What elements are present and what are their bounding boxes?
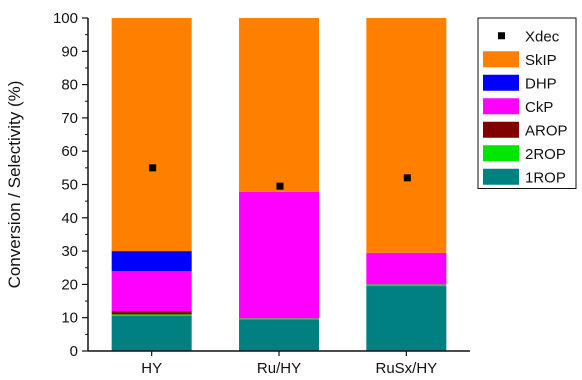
bar-segment-skip-0 <box>111 18 192 252</box>
bar-segment-skip-1 <box>239 18 319 192</box>
bar-segment-arop-0 <box>111 311 192 315</box>
y-tick-label-10: 10 <box>61 310 78 327</box>
y-tick-label-30: 30 <box>61 243 78 260</box>
y-axis-title: Conversion / Selectivity (%) <box>5 81 24 289</box>
x-tick-label-2: RuSx/HY <box>375 360 437 377</box>
y-tick-label-90: 90 <box>61 43 78 60</box>
legend-label-ckp: CkP <box>525 99 553 116</box>
x-tick-label-1: Ru/HY <box>257 360 301 377</box>
y-tick-label-20: 20 <box>61 276 78 293</box>
bar-segment-skip-2 <box>366 18 447 253</box>
legend-label-xdec: Xdec <box>525 28 560 45</box>
legend-swatch-skip <box>483 51 519 68</box>
legend-label-dhp: DHP <box>525 75 557 92</box>
bar-segment-ckp-1 <box>239 191 319 319</box>
legend-swatch-2rop <box>483 145 519 162</box>
axes: 0 10 20 30 40 50 60 70 80 90 100 HY Ru/HY RuSx/HY <box>53 10 470 377</box>
xdec-markers <box>149 164 411 190</box>
bar-segment-1rop-0 <box>111 316 192 351</box>
bar-segment-ckp-0 <box>111 271 192 312</box>
x-tick-label-0: HY <box>141 360 162 377</box>
bar-segment-2rop-0 <box>111 314 192 317</box>
bars-layer <box>111 18 447 351</box>
legend-swatch-arop <box>483 121 519 138</box>
y-tick-label-80: 80 <box>61 77 78 94</box>
y-tick-label-50: 50 <box>61 177 78 194</box>
legend-swatch-xdec <box>498 32 505 40</box>
xdec-marker-2 <box>403 174 411 182</box>
xdec-marker-0 <box>149 164 157 172</box>
legend-swatch-dhp <box>483 74 519 91</box>
bar-segment-ckp-2 <box>366 252 447 285</box>
legend-swatch-ckp <box>483 98 519 115</box>
bar-segment-dhp-0 <box>111 251 192 272</box>
legend: Xdec SkIP DHP CkP AROP 2ROP 1ROP <box>477 17 577 189</box>
y-tick-label-60: 60 <box>61 143 78 160</box>
legend-label-1rop: 1ROP <box>525 169 566 186</box>
legend-swatch-1rop <box>483 168 519 185</box>
y-tick-label-40: 40 <box>61 210 78 227</box>
bar-segment-1rop-2 <box>366 286 447 351</box>
y-tick-label-100: 100 <box>53 10 78 27</box>
bar-segment-2rop-1 <box>239 318 319 320</box>
bar-segment-1rop-1 <box>239 319 319 351</box>
legend-label-arop: AROP <box>525 122 568 139</box>
y-tick-label-0: 0 <box>70 343 78 360</box>
xdec-marker-1 <box>276 182 284 190</box>
legend-label-skip: SkIP <box>525 52 557 69</box>
bar-segment-2rop-2 <box>366 284 447 287</box>
y-tick-label-70: 70 <box>61 110 78 127</box>
legend-label-2rop: 2ROP <box>525 146 566 163</box>
